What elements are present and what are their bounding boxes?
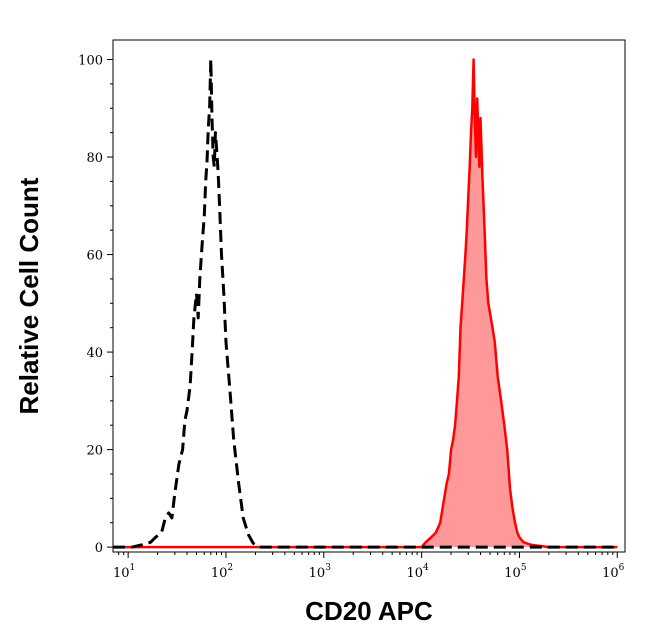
x-tick-label: 101 xyxy=(113,563,135,581)
x-tick-label: 104 xyxy=(406,563,429,581)
y-tick-label: 20 xyxy=(86,444,103,459)
y-tick-label: 100 xyxy=(78,54,103,69)
y-tick-label: 60 xyxy=(86,249,103,264)
series-layer xyxy=(113,58,618,549)
y-axis-title: Relative Cell Count xyxy=(14,177,44,414)
x-axis-title: CD20 APC xyxy=(305,596,433,626)
series-0-line xyxy=(113,58,618,549)
plot-frame xyxy=(112,39,626,553)
series-1-line xyxy=(113,58,618,549)
y-tick-label: 40 xyxy=(86,346,103,361)
x-tick-label: 106 xyxy=(602,563,625,581)
axis-layer: 0 20 40 60 80 100 101 102 103 104 105 106 xyxy=(78,54,624,581)
x-tick-label: 105 xyxy=(504,563,527,581)
y-tick-label: 80 xyxy=(86,151,103,166)
x-tick-label: 103 xyxy=(309,563,332,581)
series-1-fill xyxy=(113,59,618,548)
y-tick-label: 0 xyxy=(95,541,103,556)
x-tick-label: 102 xyxy=(211,563,233,581)
